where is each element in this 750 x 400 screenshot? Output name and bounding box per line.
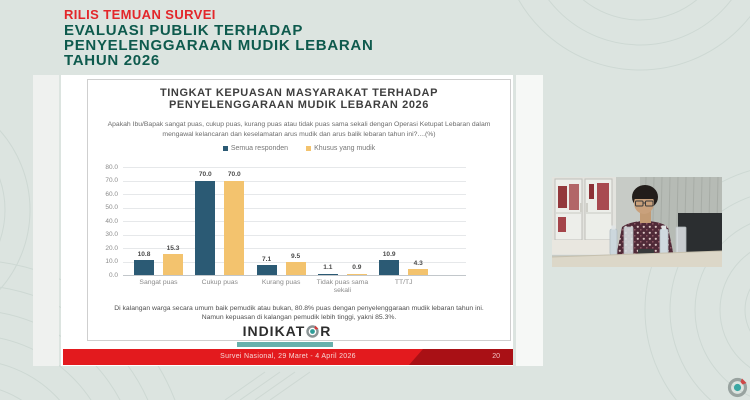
- survey-question: Apakah Ibu/Bapak sangat puas, cukup puas…: [107, 121, 491, 138]
- chart-title-line2: PENYELENGGARAAN MUDIK LEBARAN 2026: [169, 99, 429, 111]
- speaker-scene: [552, 177, 722, 267]
- y-tick-label: 50.0: [105, 204, 118, 211]
- bar-chart: 0.0 10.0 20.0 30.0 40.0 50.0 60.0 70.0 80.0 10.8 1…: [91, 163, 509, 315]
- header-title-line2: PENYELENGGARAAN MUDIK LEBARAN: [64, 36, 374, 54]
- y-tick-label: 70.0: [105, 177, 118, 184]
- legend-item: Semua responden: [222, 144, 289, 152]
- x-axis-line: [123, 275, 466, 276]
- indikator-logo-text-left: INDIKAT: [242, 323, 306, 339]
- bar: [408, 269, 429, 275]
- category-label: TT/TJ: [394, 279, 413, 286]
- legend-item: Khusus yang mudik: [306, 145, 375, 152]
- chart-footnote: Di kalangan warga secara umum baik pemud…: [88, 304, 510, 322]
- footnote-line1: Di kalangan warga secara umum baik pemud…: [114, 305, 484, 312]
- previous-slide-edge: [33, 75, 59, 366]
- glass-cabinet: [552, 177, 616, 255]
- y-tick-label: 20.0: [105, 244, 118, 252]
- indikator-watermark-icon: [727, 377, 748, 398]
- chart-legend: Semua responden Khusus yang mudik: [88, 145, 510, 152]
- bar: [224, 180, 245, 275]
- bar-value-label: 9.5: [291, 252, 301, 260]
- footnote-line2: Namun kepuasan di kalangan pemudik lebih…: [201, 314, 397, 322]
- grid-line: [123, 234, 466, 236]
- table-surface: [552, 251, 722, 267]
- presentation-slide: TINGKAT KEPUASAN MASYARAKAT TERHADAP PEN…: [61, 75, 513, 366]
- bar: [163, 254, 183, 275]
- bar-value-label: 15.3: [166, 244, 180, 252]
- grid-line: [123, 248, 466, 249]
- bar-value-label: 0.9: [352, 264, 362, 272]
- bar-value-label: 4.3: [413, 259, 423, 267]
- grid-line: [123, 261, 466, 263]
- chart-title-line1: TINGKAT KEPUASAN MASYARAKAT TERHADAP: [159, 87, 439, 99]
- header-kicker: RILIS TEMUAN SURVEI: [64, 7, 216, 22]
- header-title-line1: EVALUASI PUBLIK TERHADAP: [64, 22, 304, 39]
- bar-value-label: 1.1: [323, 264, 333, 271]
- category-label: Sangat puas: [139, 279, 178, 286]
- bar-value-label: 70.0: [227, 171, 241, 178]
- y-tick-label: 80.0: [105, 163, 118, 171]
- category-label: Cukup puas: [201, 279, 238, 286]
- header-block: RILIS TEMUAN SURVEI EVALUASI PUBLIK TERH…: [64, 7, 373, 68]
- next-slide-edge: [516, 75, 543, 366]
- grid-line: [123, 207, 466, 209]
- footer-survey-date: Survei Nasional, 29 Maret - 4 April 2026: [220, 353, 356, 360]
- bar: [346, 273, 367, 275]
- indikator-target-icon: [306, 324, 319, 338]
- indikator-logo-text-right: R: [320, 323, 332, 339]
- bar: [285, 262, 306, 275]
- bar: [195, 180, 216, 275]
- bar: [134, 260, 154, 275]
- logo-underline-bar: [237, 342, 333, 347]
- speaker-webcam-video: [552, 177, 722, 267]
- legend-swatch-icon: [306, 145, 312, 151]
- legend-swatch-icon: [222, 145, 228, 151]
- grid-line: [123, 167, 466, 168]
- y-tick-label: 30.0: [105, 231, 118, 238]
- bar: [379, 260, 400, 275]
- legend-label: Semua responden: [230, 144, 289, 152]
- legend-label: Khusus yang mudik: [314, 144, 376, 152]
- header-title: EVALUASI PUBLIK TERHADAP PENYELENGGARAAN…: [64, 22, 374, 69]
- table-items: [609, 225, 687, 256]
- chart-title: TINGKAT KEPUASAN MASYARAKAT TERHADAP PEN…: [88, 87, 510, 111]
- bar: [317, 273, 338, 275]
- indikator-logo: INDIKAT R: [61, 323, 513, 339]
- chart-frame: TINGKAT KEPUASAN MASYARAKAT TERHADAP PEN…: [87, 79, 511, 341]
- bar-value-label: 70.0: [198, 171, 212, 178]
- y-tick-label: 60.0: [105, 190, 118, 198]
- footer-page-panel: [409, 349, 513, 365]
- y-tick-label: 10.0: [105, 258, 118, 265]
- grid-line: [123, 221, 466, 222]
- grid-line: [123, 180, 466, 182]
- grid-line: [123, 194, 466, 195]
- bar: [256, 265, 277, 275]
- header-title-line3: TAHUN 2026: [64, 51, 160, 69]
- bar-value-label: 10.9: [382, 250, 396, 258]
- slide-footer-bar: Survei Nasional, 29 Maret - 4 April 2026…: [63, 349, 513, 365]
- category-label: Tidak puas sama sekali: [316, 279, 369, 295]
- footer-page-number: 20: [492, 353, 500, 360]
- category-label: Kurang puas: [261, 279, 301, 286]
- bar-value-label: 10.8: [137, 250, 151, 258]
- y-tick-label: 40.0: [105, 217, 118, 225]
- y-tick-label: 0.0: [108, 271, 118, 279]
- glasses: [635, 200, 654, 207]
- bar-value-label: 7.1: [262, 255, 272, 263]
